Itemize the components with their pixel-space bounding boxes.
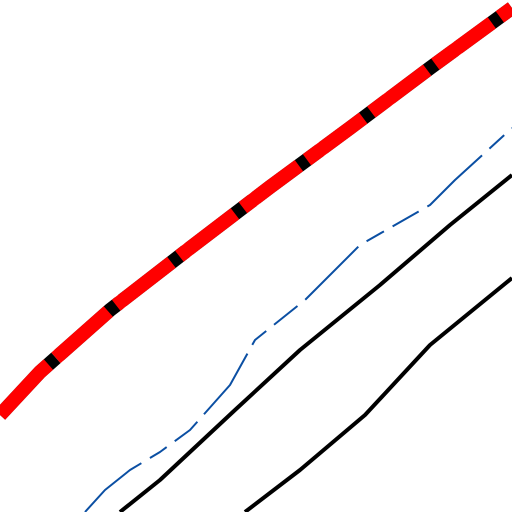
line-series [118, 173, 512, 512]
line-underlay [0, 2, 512, 420]
line-series [243, 276, 512, 512]
line-series [84, 127, 512, 512]
line-series [0, 2, 512, 420]
